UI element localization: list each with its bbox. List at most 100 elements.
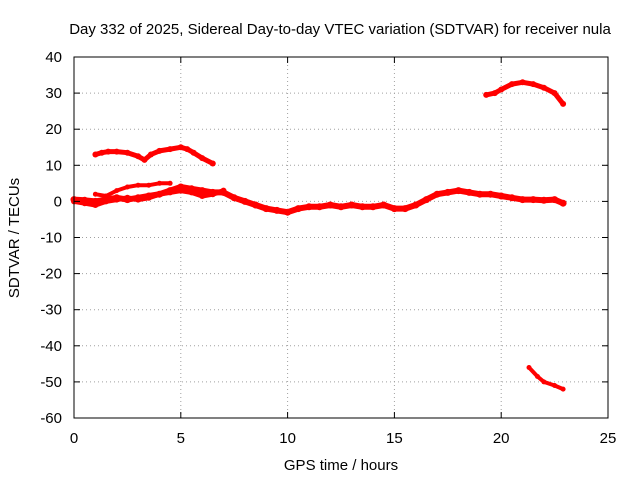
data-point bbox=[529, 196, 537, 204]
y-tick-label: 30 bbox=[45, 85, 62, 102]
data-point bbox=[326, 201, 334, 209]
data-point bbox=[422, 196, 430, 204]
data-point bbox=[540, 196, 548, 204]
data-point bbox=[124, 184, 130, 190]
data-point bbox=[559, 199, 567, 207]
data-point bbox=[167, 146, 174, 153]
y-tick-label: 10 bbox=[45, 157, 62, 174]
data-point bbox=[145, 194, 152, 201]
x-tick-label: 15 bbox=[386, 430, 403, 447]
y-tick-label: -50 bbox=[40, 374, 62, 391]
data-point bbox=[294, 205, 302, 213]
data-point bbox=[147, 151, 154, 158]
x-tick-label: 25 bbox=[600, 430, 617, 447]
data-point bbox=[105, 148, 112, 155]
data-point bbox=[433, 190, 441, 198]
data-point bbox=[491, 90, 498, 97]
data-point bbox=[508, 194, 516, 202]
data-point bbox=[369, 203, 377, 211]
data-point bbox=[316, 203, 324, 211]
data-point bbox=[252, 201, 260, 209]
data-point bbox=[190, 149, 197, 156]
data-point bbox=[124, 149, 131, 156]
data-point bbox=[177, 144, 184, 151]
data-point bbox=[156, 180, 162, 186]
data-point bbox=[81, 200, 88, 207]
series-arc-4 bbox=[92, 144, 216, 166]
data-point bbox=[284, 208, 292, 216]
data-point bbox=[92, 202, 99, 208]
data-point bbox=[498, 86, 505, 93]
data-point bbox=[305, 203, 313, 211]
data-point bbox=[530, 81, 537, 88]
data-point bbox=[241, 197, 249, 205]
y-tick-label: -30 bbox=[40, 302, 62, 319]
data-point bbox=[476, 190, 484, 198]
data-point bbox=[358, 203, 366, 211]
data-point bbox=[444, 188, 452, 196]
data-point bbox=[519, 79, 526, 86]
x-tick-label: 5 bbox=[177, 430, 185, 447]
data-series bbox=[70, 79, 567, 392]
y-tick-label: -20 bbox=[40, 266, 62, 283]
data-point bbox=[508, 81, 515, 88]
data-point bbox=[103, 193, 109, 199]
y-tick-label: 20 bbox=[45, 121, 62, 138]
data-point bbox=[262, 205, 270, 213]
data-point bbox=[455, 187, 462, 195]
x-tick-label: 0 bbox=[70, 430, 78, 447]
y-tick-label: 40 bbox=[45, 49, 62, 66]
data-point bbox=[337, 203, 345, 211]
data-point bbox=[465, 188, 473, 196]
data-point bbox=[273, 206, 281, 214]
data-point bbox=[390, 205, 398, 213]
data-point bbox=[209, 191, 216, 198]
y-tick-label: -40 bbox=[40, 338, 62, 355]
data-point bbox=[184, 146, 191, 153]
data-point bbox=[199, 193, 206, 199]
data-point bbox=[141, 156, 148, 163]
axis-ticks bbox=[73, 56, 609, 419]
data-point bbox=[113, 196, 120, 203]
data-point bbox=[487, 190, 494, 198]
x-tick-label: 20 bbox=[493, 430, 510, 447]
data-point bbox=[156, 191, 163, 198]
x-tick-label: 10 bbox=[279, 430, 296, 447]
y-tick-label: -10 bbox=[40, 230, 62, 247]
data-point bbox=[177, 187, 184, 194]
data-point bbox=[380, 201, 388, 209]
data-point bbox=[135, 196, 142, 203]
data-point bbox=[103, 198, 109, 205]
data-point bbox=[497, 192, 505, 200]
data-point bbox=[98, 149, 105, 156]
y-tick-labels: -60 -50 -40 -30 -20 -10 0 10 20 30 40 bbox=[40, 49, 62, 427]
series-arc-6 bbox=[527, 365, 566, 392]
data-point bbox=[209, 160, 216, 167]
data-point bbox=[92, 151, 99, 158]
data-point bbox=[92, 191, 98, 197]
data-point bbox=[551, 196, 559, 204]
data-point bbox=[113, 148, 120, 155]
data-point bbox=[401, 205, 409, 213]
data-point bbox=[135, 182, 141, 188]
data-point bbox=[198, 187, 206, 195]
data-point bbox=[167, 180, 173, 186]
data-point bbox=[156, 147, 163, 154]
data-point bbox=[560, 100, 567, 107]
chart-title: Day 332 of 2025, Sidereal Day-to-day VTE… bbox=[69, 21, 611, 38]
data-point bbox=[199, 155, 206, 162]
data-point bbox=[540, 84, 547, 91]
data-point bbox=[483, 91, 490, 98]
data-point bbox=[146, 182, 152, 188]
data-point bbox=[519, 196, 527, 204]
data-point bbox=[551, 90, 558, 97]
data-point bbox=[124, 194, 131, 201]
data-point bbox=[535, 374, 540, 379]
grid-lines bbox=[74, 57, 608, 418]
data-point bbox=[560, 386, 566, 392]
data-point bbox=[412, 201, 420, 209]
data-point bbox=[167, 189, 174, 196]
y-tick-label: -60 bbox=[40, 410, 62, 427]
x-tick-labels: 0 5 10 15 20 25 bbox=[70, 430, 617, 447]
